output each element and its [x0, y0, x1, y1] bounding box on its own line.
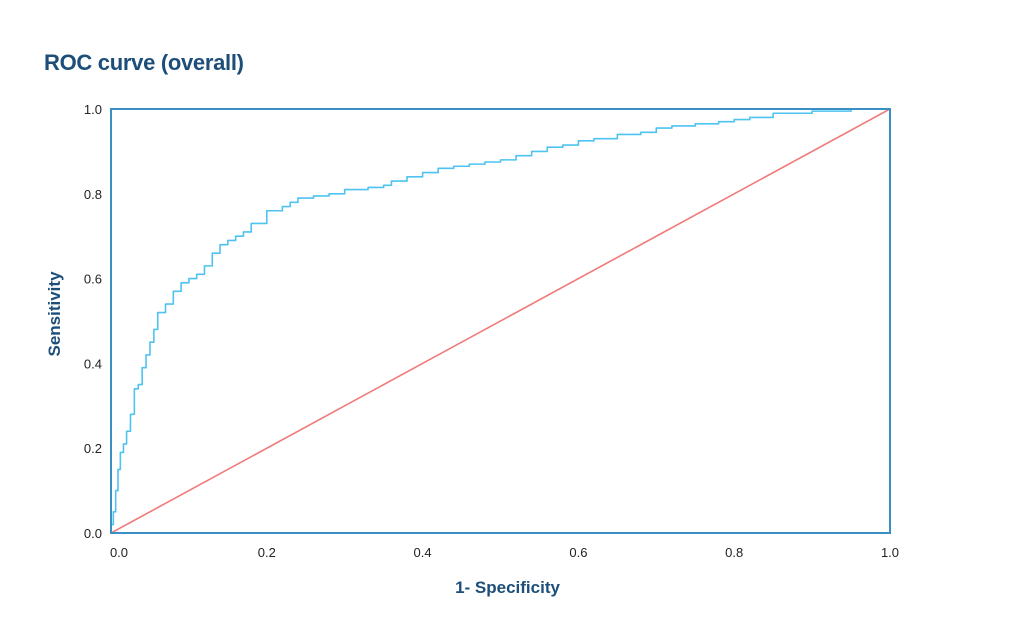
y-tick-label: 1.0 — [84, 102, 102, 117]
plot-frame — [110, 108, 891, 534]
y-axis-title: Sensitivity — [45, 271, 64, 357]
x-tick-label: 0.2 — [258, 545, 276, 560]
y-tick-label: 0.2 — [84, 441, 102, 456]
x-axis-title: 1- Specificity — [455, 578, 560, 597]
reference-line-layer — [110, 108, 891, 534]
roc-curve-line — [110, 108, 890, 533]
x-tick-label: 0.6 — [569, 545, 587, 560]
x-tick-label: 0.4 — [414, 545, 432, 560]
reference-diagonal-line — [110, 108, 891, 534]
chart-title: ROC curve (overall) — [44, 50, 244, 75]
x-tick-label: 0.8 — [725, 545, 743, 560]
y-tick-label: 0.0 — [84, 526, 102, 541]
y-tick-label: 0.8 — [84, 187, 102, 202]
y-tick-label: 0.4 — [84, 356, 102, 371]
x-tick-label: 0.0 — [110, 545, 128, 560]
y-tick-label: 0.6 — [84, 272, 102, 287]
x-axis-ticks: 0.0 0.2 0.4 0.6 0.8 1.0 — [110, 545, 899, 560]
roc-curve-layer — [110, 108, 890, 533]
x-tick-label: 1.0 — [881, 545, 899, 560]
y-axis-ticks: 0.0 0.2 0.4 0.6 0.8 1.0 — [84, 102, 102, 541]
